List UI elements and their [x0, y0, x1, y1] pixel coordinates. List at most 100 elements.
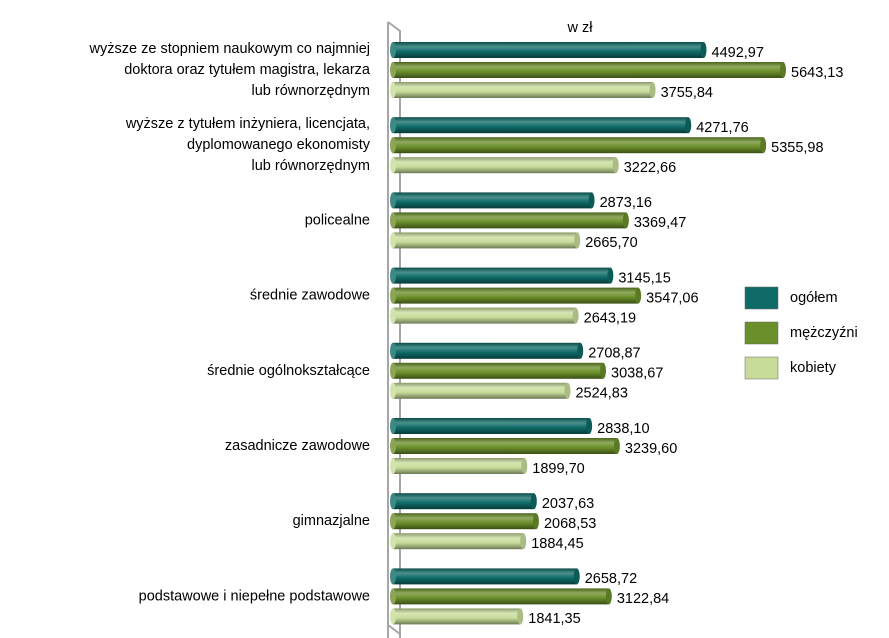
bar: [393, 493, 534, 510]
bar-cap: [649, 82, 656, 98]
bar-cap: [390, 382, 396, 399]
value-label: 5643,13: [791, 65, 843, 81]
bar: [393, 608, 521, 625]
bar-cap: [564, 382, 571, 399]
value-label: 3038,67: [611, 366, 663, 382]
bar: [393, 307, 576, 324]
value-label: 3755,84: [661, 85, 713, 101]
legend-swatch: [744, 356, 779, 380]
bar-cap: [577, 342, 584, 359]
value-label: 2665,70: [585, 235, 637, 251]
bar-cap: [390, 458, 396, 474]
bar: [393, 232, 578, 249]
category-label: średnie ogólnokształcące: [207, 363, 370, 379]
bar-cap: [390, 157, 396, 174]
bar: [393, 418, 590, 434]
value-label: 3547,06: [646, 290, 698, 306]
value-label: 3122,84: [617, 591, 669, 607]
bar: [393, 362, 604, 379]
bar-cap: [390, 137, 396, 154]
bar-cap: [588, 192, 595, 209]
bar: [393, 82, 653, 98]
bar-cap: [390, 307, 396, 324]
bar-cap: [390, 42, 396, 58]
category-label: średnie zawodowe: [250, 287, 370, 303]
category-label: policealne: [305, 212, 370, 228]
bar-cap: [517, 608, 524, 625]
bar: [393, 438, 617, 454]
legend-swatch: [744, 321, 779, 345]
value-label: 5355,98: [771, 140, 823, 156]
bar-cap: [700, 42, 707, 58]
bar: [393, 137, 764, 154]
category-label: gimnazjalne: [293, 513, 370, 529]
bar: [393, 42, 704, 58]
bar: [393, 267, 611, 284]
bar: [393, 533, 524, 550]
bar: [393, 117, 689, 134]
value-label: 4492,97: [712, 45, 764, 61]
legend-label: kobiety: [790, 360, 837, 376]
bar-cap: [780, 62, 786, 78]
bar-cap: [390, 568, 396, 585]
value-label: 2068,53: [544, 516, 596, 532]
bar-cap: [607, 267, 614, 284]
bar: [393, 192, 592, 209]
bar-cap: [390, 493, 396, 510]
category-label: zasadnicze zawodowe: [225, 438, 370, 454]
bar-cap: [572, 307, 579, 324]
category-label: podstawowe i niepełne podstawowe: [139, 588, 370, 604]
bar-cap: [530, 493, 537, 510]
value-label: 3239,60: [625, 441, 677, 457]
bar: [393, 382, 568, 399]
bar-cap: [600, 362, 607, 379]
value-label: 1884,45: [531, 536, 583, 552]
bar: [393, 62, 783, 78]
bar: [393, 342, 581, 359]
value-label: 4271,76: [696, 120, 748, 136]
bar: [393, 458, 525, 474]
legend-label: mężczyźni: [790, 325, 858, 341]
bar-cap: [521, 458, 528, 474]
value-label: 3222,66: [624, 160, 676, 176]
category-label: wyższe z tytułem inżyniera, licencjata, d…: [125, 116, 371, 174]
bar-cap: [390, 192, 396, 209]
bar-cap: [390, 62, 396, 78]
bar-cap: [586, 418, 593, 434]
value-label: 1899,70: [532, 461, 584, 477]
value-label: 2643,19: [584, 310, 636, 326]
bar-cap: [390, 513, 396, 530]
bar-cap: [760, 137, 767, 154]
bar-cap: [573, 568, 580, 585]
bar: [393, 157, 616, 174]
bar-cap: [685, 117, 692, 134]
value-label: 2873,16: [600, 195, 652, 211]
bar-cap: [622, 212, 629, 229]
value-label: 2658,72: [585, 571, 637, 587]
bar-cap: [390, 588, 396, 605]
value-label: 1841,35: [528, 611, 580, 627]
bar-cap: [390, 438, 396, 454]
value-label: 2708,87: [588, 346, 640, 362]
bar-cap: [390, 287, 396, 304]
value-label: 2838,10: [597, 421, 649, 437]
unit-label: w zł: [567, 20, 594, 36]
value-label: 3145,15: [618, 270, 670, 286]
bar-cap: [574, 232, 581, 249]
bar-cap: [635, 287, 642, 304]
bar-cap: [390, 342, 396, 359]
bar: [393, 287, 639, 304]
bar: [393, 513, 536, 530]
bar-cap: [605, 588, 612, 605]
bar-cap: [390, 232, 396, 249]
value-label: 2037,63: [542, 496, 594, 512]
bar-cap: [390, 267, 396, 284]
bar-cap: [390, 82, 396, 98]
bar-cap: [613, 438, 620, 454]
bar-cap: [390, 418, 396, 434]
bar: [393, 212, 626, 229]
bar-cap: [390, 117, 396, 134]
legend-label: ogółem: [790, 290, 838, 306]
bar-cap: [532, 513, 539, 530]
bar-cap: [390, 212, 396, 229]
